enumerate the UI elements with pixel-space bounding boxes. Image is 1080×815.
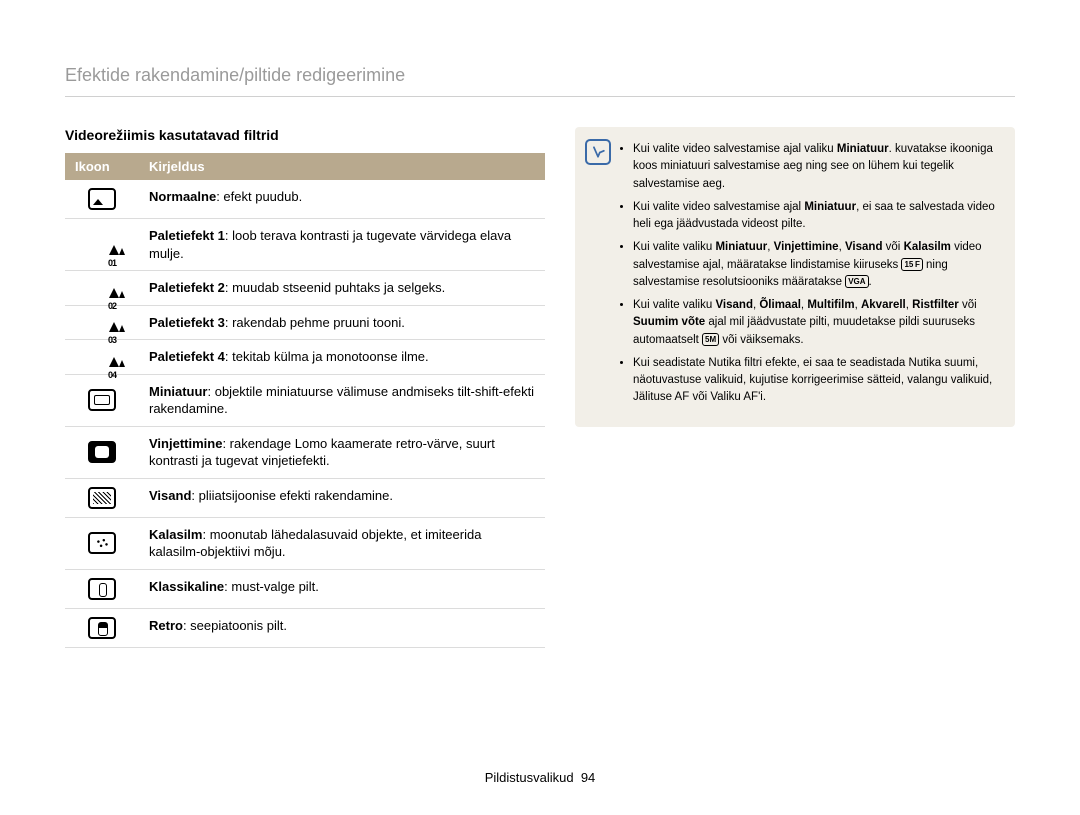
- fisheye-icon: [88, 532, 116, 554]
- row-desc: : efekt puudub.: [216, 189, 302, 204]
- table-row: Klassikaline: must-valge pilt.: [65, 570, 545, 609]
- table-row: Normaalne: efekt puudub.: [65, 180, 545, 219]
- page-title: Efektide rakendamine/piltide redigeerimi…: [65, 65, 1015, 97]
- row-desc: : seepiatoonis pilt.: [183, 618, 287, 633]
- note-item: Kui seadistate Nutika filtri efekte, ei …: [633, 355, 999, 407]
- row-desc: : tekitab külma ja monotoonse ilme.: [225, 349, 429, 364]
- miniature-icon: [88, 389, 116, 411]
- row-name: Retro: [149, 618, 183, 633]
- row-desc: : rakendab pehme pruuni tooni.: [225, 315, 405, 330]
- note-item: Kui valite valiku Visand, Õlimaal, Multi…: [633, 297, 999, 349]
- row-name: Paletiefekt 3: [149, 315, 225, 330]
- table-row: Retro: seepiatoonis pilt.: [65, 609, 545, 648]
- table-row: 02 Paletiefekt 2: muudab stseenid puhtak…: [65, 271, 545, 306]
- row-desc: : pliiatsijoonise efekti rakendamine.: [191, 488, 393, 503]
- section-subheading: Videorežiimis kasutatavad filtrid: [65, 127, 545, 143]
- table-row: Miniatuur: objektile miniatuurse välimus…: [65, 374, 545, 426]
- row-name: Vinjettimine: [149, 436, 222, 451]
- row-name: Paletiefekt 4: [149, 349, 225, 364]
- note-box: Kui valite video salvestamise ajal valik…: [575, 127, 1015, 427]
- info-icon: [585, 139, 611, 165]
- note-item: Kui valite valiku Miniatuur, Vinjettimin…: [633, 239, 999, 291]
- fps-icon: 15 F: [901, 258, 922, 271]
- vga-icon: VGA: [845, 275, 868, 288]
- row-name: Miniatuur: [149, 384, 208, 399]
- filters-table: Ikoon Kirjeldus Normaalne: efekt puudub.…: [65, 153, 545, 648]
- size-icon: 5M: [702, 333, 719, 346]
- row-name: Paletiefekt 2: [149, 280, 225, 295]
- classic-icon: [88, 578, 116, 600]
- row-name: Paletiefekt 1: [149, 228, 225, 243]
- row-desc: : muudab stseenid puhtaks ja selgeks.: [225, 280, 445, 295]
- row-name: Klassikaline: [149, 579, 224, 594]
- table-row: Visand: pliiatsijoonise efekti rakendami…: [65, 478, 545, 517]
- row-name: Normaalne: [149, 189, 216, 204]
- note-item: Kui valite video salvestamise ajal Minia…: [633, 199, 999, 234]
- table-row: 04 Paletiefekt 4: tekitab külma ja monot…: [65, 340, 545, 375]
- table-row: Vinjettimine: rakendage Lomo kaamerate r…: [65, 426, 545, 478]
- table-row: 03 Paletiefekt 3: rakendab pehme pruuni …: [65, 305, 545, 340]
- sketch-icon: [88, 487, 116, 509]
- normal-icon: [88, 188, 116, 210]
- row-desc: : must-valge pilt.: [224, 579, 319, 594]
- vignette-icon: [88, 441, 116, 463]
- th-icon: Ikoon: [65, 153, 139, 180]
- th-desc: Kirjeldus: [139, 153, 545, 180]
- retro-icon: [88, 617, 116, 639]
- row-name: Kalasilm: [149, 527, 202, 542]
- row-desc: : objektile miniatuurse välimuse andmise…: [149, 384, 534, 417]
- table-row: 01 Paletiefekt 1: loob terava kontrasti …: [65, 219, 545, 271]
- page-footer: Pildistusvalikud 94: [0, 770, 1080, 785]
- row-name: Visand: [149, 488, 191, 503]
- note-item: Kui valite video salvestamise ajal valik…: [633, 141, 999, 193]
- table-row: Kalasilm: moonutab lähedalasuvaid objekt…: [65, 517, 545, 569]
